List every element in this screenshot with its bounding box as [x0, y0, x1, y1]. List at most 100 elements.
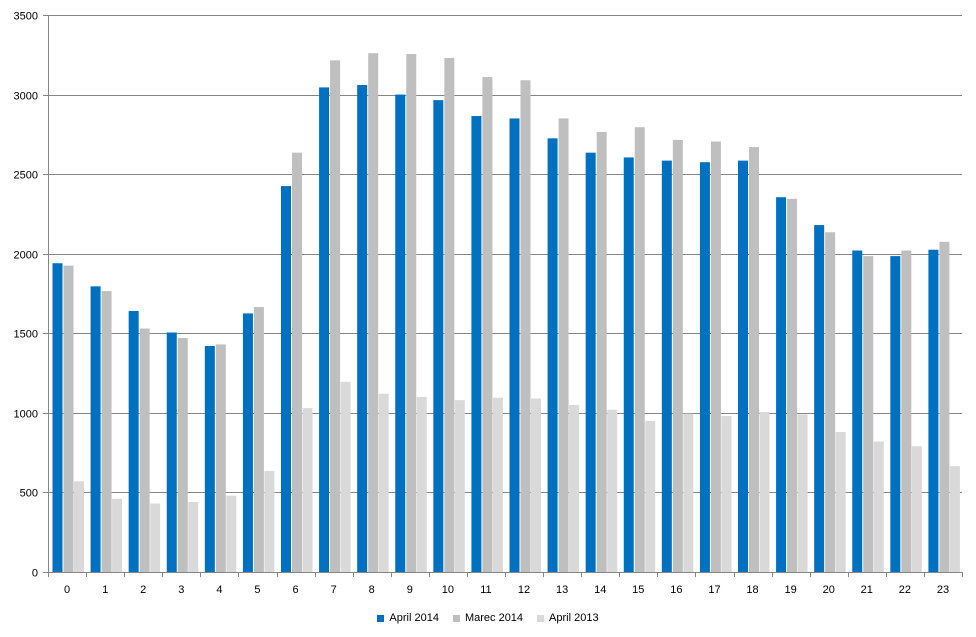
bar — [416, 396, 427, 572]
bar — [547, 138, 558, 572]
bar — [340, 381, 351, 572]
x-tick-label: 6 — [292, 584, 298, 596]
bar — [873, 441, 884, 572]
y-tick-label: 2500 — [14, 170, 38, 182]
y-tick-label: 2000 — [14, 250, 38, 262]
x-tick-label: 19 — [785, 584, 797, 596]
bar — [357, 85, 368, 573]
x-tick-label: 21 — [861, 584, 873, 596]
bar — [520, 80, 531, 572]
bar — [531, 398, 541, 572]
bar — [835, 431, 846, 572]
bar — [672, 139, 683, 572]
bar — [863, 256, 874, 572]
bar — [939, 241, 950, 572]
x-tick-label: 9 — [407, 584, 413, 596]
x-tick-label: 14 — [594, 584, 606, 596]
bar — [623, 157, 634, 572]
x-tick-label: 22 — [899, 584, 911, 596]
bar — [949, 466, 960, 572]
bar — [634, 127, 645, 572]
bar — [406, 53, 417, 573]
bar — [852, 250, 863, 572]
x-tick-label: 12 — [518, 584, 530, 596]
bar — [683, 413, 694, 572]
x-tick-label: 7 — [331, 584, 337, 596]
y-tick-label: 3500 — [14, 11, 38, 23]
legend: April 2014 Marec 2014 April 2013 — [0, 609, 976, 627]
bar — [787, 198, 798, 572]
legend-item-marec-2014: Marec 2014 — [452, 612, 524, 624]
x-tick-label: 17 — [708, 584, 720, 596]
x-axis-tick-labels: 0 1 2 3 4 5 6 7 8 9 10 11 12 13 14 15 16 17 18 19 20 21 22 23 — [64, 584, 949, 596]
bar — [661, 160, 672, 572]
y-tick-label: 1500 — [14, 329, 38, 341]
bar — [776, 197, 787, 572]
bar — [128, 311, 139, 572]
x-tick-label: 1 — [102, 584, 108, 596]
legend-item-april-2014: April 2014 — [377, 612, 439, 624]
bar — [721, 416, 732, 572]
bar — [901, 250, 912, 572]
bar — [797, 414, 808, 572]
legend-label: Marec 2014 — [464, 612, 524, 624]
bars — [52, 53, 960, 573]
bar — [188, 501, 199, 572]
bar — [395, 94, 406, 572]
bar — [928, 249, 939, 573]
y-tick-label: 500 — [20, 488, 38, 500]
bar — [890, 256, 901, 572]
bar — [759, 412, 770, 572]
bar — [112, 498, 123, 572]
x-tick-label: 10 — [442, 584, 454, 596]
x-tick-label: 5 — [254, 584, 260, 596]
bar — [378, 393, 389, 572]
x-tick-label: 18 — [746, 584, 758, 596]
bar — [454, 400, 465, 572]
bar — [242, 313, 253, 572]
x-tick-label: 8 — [369, 584, 375, 596]
bar — [215, 344, 226, 572]
bar — [738, 160, 748, 572]
bar — [150, 503, 161, 572]
legend-label: April 2013 — [549, 612, 599, 624]
bar — [204, 346, 215, 572]
bar — [253, 307, 264, 572]
x-tick-label: 0 — [64, 584, 70, 596]
x-tick-label: 16 — [670, 584, 682, 596]
y-tick-label: 1000 — [14, 409, 38, 421]
bar — [911, 446, 922, 572]
y-axis-tick-labels: 0 500 1000 1500 2000 2500 3000 3500 — [14, 11, 38, 580]
bar — [281, 186, 291, 572]
bar — [585, 152, 596, 572]
bar — [492, 397, 503, 572]
legend-item-april-2013: April 2013 — [537, 612, 599, 624]
x-tick-label: 4 — [216, 584, 222, 596]
legend-label: April 2014 — [389, 612, 439, 624]
bar — [226, 495, 237, 572]
x-tick-label: 2 — [140, 584, 146, 596]
bar — [710, 141, 721, 572]
bar — [264, 470, 275, 572]
bar — [471, 116, 482, 572]
bar — [509, 118, 520, 572]
legend-swatch-april-2013 — [537, 614, 545, 622]
axes — [48, 15, 963, 577]
bar — [607, 409, 618, 572]
bar — [558, 118, 569, 572]
bar — [63, 265, 74, 572]
bar — [699, 162, 710, 572]
x-tick-label: 15 — [632, 584, 644, 596]
gridlines — [43, 15, 962, 573]
x-tick-label: 23 — [937, 584, 949, 596]
x-tick-label: 13 — [556, 584, 568, 596]
bar — [166, 332, 177, 572]
bar — [368, 53, 379, 572]
bar — [302, 408, 313, 572]
bar — [645, 420, 656, 572]
bar — [596, 131, 607, 572]
bar — [101, 291, 112, 572]
bar — [814, 225, 825, 572]
x-tick-label: 3 — [178, 584, 184, 596]
